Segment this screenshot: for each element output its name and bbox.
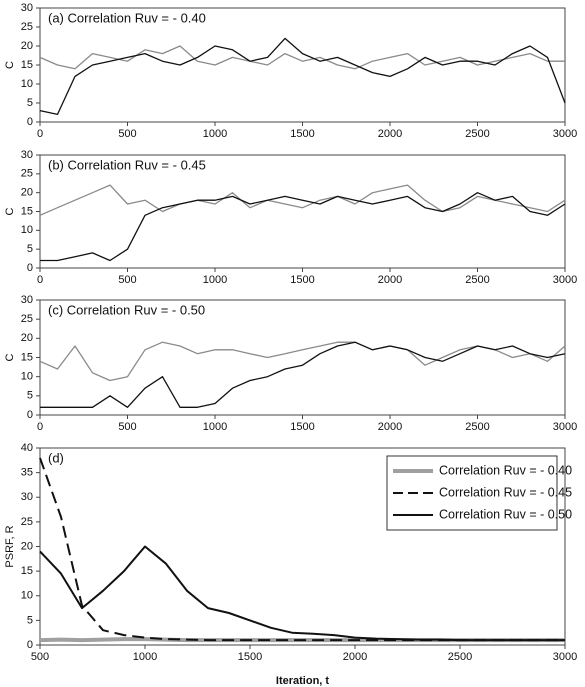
y-axis-label: C — [4, 353, 16, 361]
x-tick-label: 2000 — [378, 274, 402, 286]
x-tick-label: 2000 — [343, 651, 367, 663]
x-tick-label: 2500 — [465, 421, 489, 433]
y-tick-label: 0 — [27, 639, 33, 651]
x-tick-label: 1500 — [290, 128, 314, 140]
y-tick-label: 15 — [21, 205, 33, 217]
panel-title: (d) — [48, 450, 64, 465]
y-axis-label: PSRF, R — [4, 525, 16, 567]
x-tick-label: 1500 — [238, 651, 262, 663]
y-tick-label: 25 — [21, 516, 33, 528]
data-line — [40, 192, 566, 262]
data-line — [40, 341, 566, 408]
y-tick-label: 5 — [27, 614, 33, 626]
data-line — [39, 37, 566, 116]
x-tick-label: 1500 — [290, 421, 314, 433]
y-tick-label: 5 — [27, 97, 33, 109]
y-tick-label: 30 — [21, 294, 33, 306]
x-tick-label: 3000 — [553, 274, 577, 286]
y-tick-label: 25 — [21, 168, 33, 180]
x-tick-label: 1000 — [133, 651, 157, 663]
y-tick-label: 25 — [21, 313, 33, 325]
x-tick-label: 3000 — [553, 128, 577, 140]
y-tick-label: 30 — [21, 2, 33, 14]
y-tick-label: 15 — [21, 59, 33, 71]
x-tick-label: 2500 — [465, 128, 489, 140]
y-tick-label: 0 — [27, 409, 33, 421]
x-tick-label: 0 — [37, 274, 43, 286]
y-tick-label: 20 — [21, 332, 33, 344]
y-tick-label: 5 — [27, 243, 33, 255]
y-tick-label: 40 — [21, 442, 33, 454]
panel-title: (b) Correlation Ruv = - 0.45 — [48, 157, 206, 172]
y-tick-label: 0 — [27, 262, 33, 274]
x-tick-label: 2500 — [448, 651, 472, 663]
x-tick-label: 0 — [37, 421, 43, 433]
x-tick-label: 1000 — [203, 421, 227, 433]
y-tick-label: 20 — [21, 540, 33, 552]
y-tick-label: 10 — [21, 78, 33, 90]
y-axis-label: C — [4, 207, 16, 215]
y-tick-label: 10 — [21, 590, 33, 602]
y-tick-label: 5 — [27, 390, 33, 402]
x-tick-label: 3000 — [553, 651, 577, 663]
x-axis-label: Iteration, t — [276, 675, 330, 687]
y-tick-label: 15 — [21, 565, 33, 577]
x-tick-label: 1000 — [203, 274, 227, 286]
y-tick-label: 20 — [21, 40, 33, 52]
x-tick-label: 2000 — [378, 128, 402, 140]
legend-text: Correlation Ruv = - 0.50 — [439, 507, 572, 521]
data-line — [39, 45, 565, 70]
y-tick-label: 20 — [21, 187, 33, 199]
panel-title: (a) Correlation Ruv = - 0.40 — [48, 10, 206, 25]
y-tick-label: 35 — [21, 467, 33, 479]
data-line — [39, 184, 566, 216]
y-tick-label: 30 — [21, 491, 33, 503]
y-tick-label: 10 — [21, 371, 33, 383]
data-line — [39, 545, 565, 642]
x-tick-label: 3000 — [553, 421, 577, 433]
y-tick-label: 10 — [21, 224, 33, 236]
y-tick-label: 0 — [27, 116, 33, 128]
x-tick-label: 2500 — [465, 274, 489, 286]
panel-title: (c) Correlation Ruv = - 0.50 — [48, 302, 205, 317]
x-tick-label: 1500 — [290, 274, 314, 286]
y-tick-label: 25 — [21, 21, 33, 33]
y-axis-label: C — [4, 61, 16, 69]
x-tick-label: 0 — [37, 128, 43, 140]
x-tick-label: 500 — [31, 651, 49, 663]
legend-text: Correlation Ruv = - 0.40 — [439, 463, 572, 477]
legend-text: Correlation Ruv = - 0.45 — [439, 485, 572, 499]
x-tick-label: 500 — [118, 421, 136, 433]
x-tick-label: 500 — [118, 274, 136, 286]
x-tick-label: 2000 — [378, 421, 402, 433]
y-tick-label: 30 — [21, 149, 33, 161]
x-tick-label: 500 — [118, 128, 136, 140]
x-tick-label: 1000 — [203, 128, 227, 140]
y-tick-label: 15 — [21, 351, 33, 363]
